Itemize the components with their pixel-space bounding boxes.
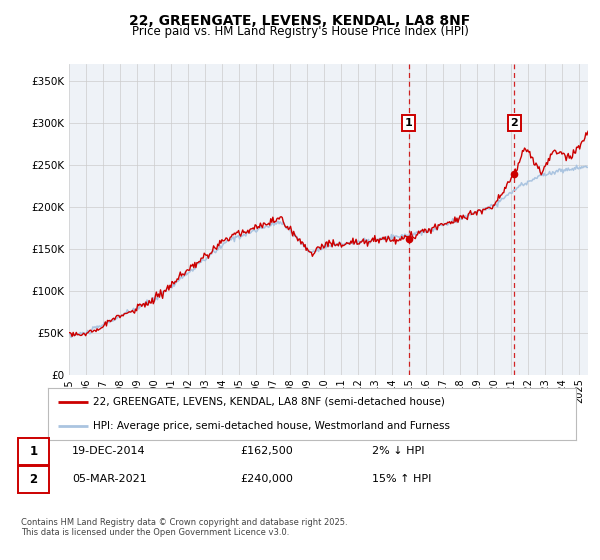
Text: 19-DEC-2014: 19-DEC-2014 [72,446,146,456]
Text: 05-MAR-2021: 05-MAR-2021 [72,474,147,484]
Text: 2% ↓ HPI: 2% ↓ HPI [372,446,425,456]
Text: Contains HM Land Registry data © Crown copyright and database right 2025.
This d: Contains HM Land Registry data © Crown c… [21,518,347,538]
Text: 22, GREENGATE, LEVENS, KENDAL, LA8 8NF: 22, GREENGATE, LEVENS, KENDAL, LA8 8NF [130,14,470,28]
Text: £162,500: £162,500 [240,446,293,456]
Text: 2: 2 [511,118,518,128]
Text: 15% ↑ HPI: 15% ↑ HPI [372,474,431,484]
Text: £240,000: £240,000 [240,474,293,484]
Text: Price paid vs. HM Land Registry's House Price Index (HPI): Price paid vs. HM Land Registry's House … [131,25,469,38]
Text: 22, GREENGATE, LEVENS, KENDAL, LA8 8NF (semi-detached house): 22, GREENGATE, LEVENS, KENDAL, LA8 8NF (… [93,397,445,407]
Text: HPI: Average price, semi-detached house, Westmorland and Furness: HPI: Average price, semi-detached house,… [93,421,450,431]
Text: 1: 1 [405,118,413,128]
Text: 2: 2 [29,473,38,486]
Text: 1: 1 [29,445,38,458]
